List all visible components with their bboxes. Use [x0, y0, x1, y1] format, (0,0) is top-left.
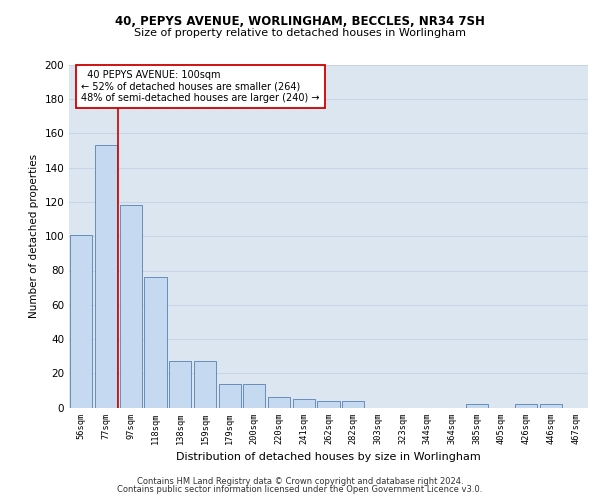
Bar [540, 404, 562, 407]
Bar [119, 206, 142, 408]
Bar [466, 404, 488, 407]
Bar [243, 384, 265, 407]
Text: Contains public sector information licensed under the Open Government Licence v3: Contains public sector information licen… [118, 484, 482, 494]
Bar [70, 234, 92, 408]
Bar [194, 362, 216, 408]
Text: Size of property relative to detached houses in Worlingham: Size of property relative to detached ho… [134, 28, 466, 38]
Bar [317, 400, 340, 407]
Y-axis label: Number of detached properties: Number of detached properties [29, 154, 39, 318]
Text: 40 PEPYS AVENUE: 100sqm
← 52% of detached houses are smaller (264)
48% of semi-d: 40 PEPYS AVENUE: 100sqm ← 52% of detache… [82, 70, 320, 103]
Bar [515, 404, 538, 407]
Bar [169, 362, 191, 408]
Text: 40, PEPYS AVENUE, WORLINGHAM, BECCLES, NR34 7SH: 40, PEPYS AVENUE, WORLINGHAM, BECCLES, N… [115, 15, 485, 28]
Bar [145, 278, 167, 407]
Text: Contains HM Land Registry data © Crown copyright and database right 2024.: Contains HM Land Registry data © Crown c… [137, 477, 463, 486]
Bar [268, 397, 290, 407]
Bar [95, 146, 117, 408]
Bar [293, 399, 315, 407]
Bar [342, 400, 364, 407]
Bar [218, 384, 241, 407]
X-axis label: Distribution of detached houses by size in Worlingham: Distribution of detached houses by size … [176, 452, 481, 462]
